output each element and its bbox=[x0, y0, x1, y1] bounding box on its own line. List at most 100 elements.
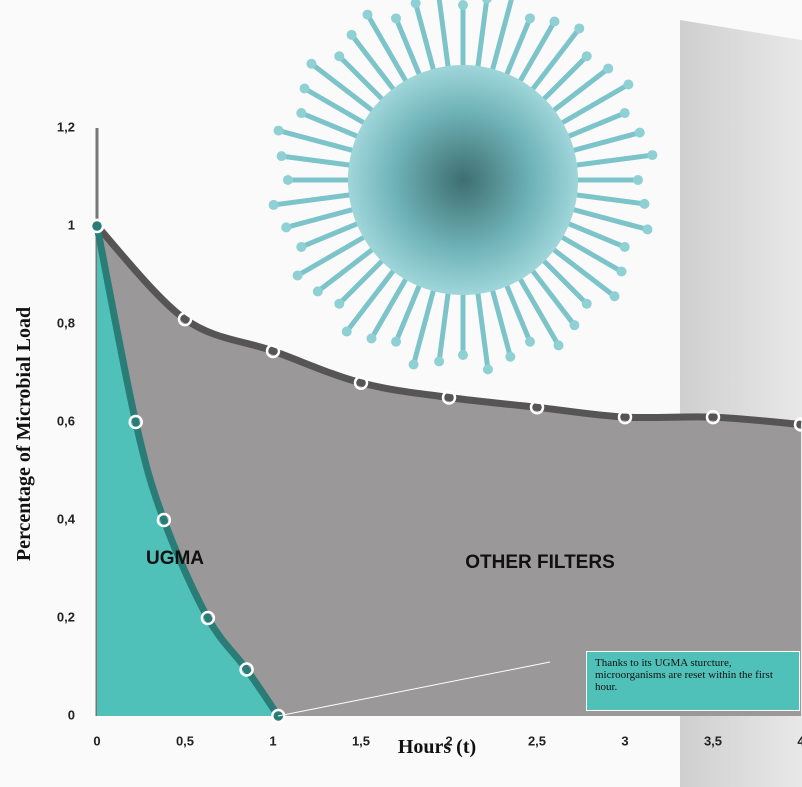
virus-spike bbox=[337, 251, 392, 306]
virus-spike bbox=[365, 13, 414, 92]
virus-spike bbox=[512, 20, 557, 92]
virus-spike-head bbox=[276, 151, 287, 162]
virus-spike bbox=[411, 279, 439, 366]
virus-spike-head bbox=[391, 336, 402, 347]
series-label: UGMA bbox=[146, 548, 204, 569]
point bbox=[156, 512, 172, 528]
virus-spike bbox=[337, 54, 392, 109]
virus-spike-head bbox=[458, 350, 468, 360]
virus-spike bbox=[487, 279, 513, 358]
virus-spike-head bbox=[634, 127, 645, 138]
y-tick-label: 0,6 bbox=[57, 413, 75, 428]
virus-spike-head bbox=[619, 108, 630, 119]
virus-spike-head bbox=[553, 340, 564, 351]
virus-spike bbox=[474, 282, 491, 370]
virus-spike bbox=[393, 17, 426, 86]
virus-spike bbox=[300, 110, 369, 143]
virus-spike-head bbox=[581, 298, 592, 309]
virus-spike bbox=[500, 17, 533, 86]
y-tick-label: 0,2 bbox=[57, 609, 75, 624]
virus-spike-head bbox=[366, 333, 377, 344]
virus-spike bbox=[413, 2, 439, 81]
virus-spike-head bbox=[334, 51, 345, 62]
virus-spike-head bbox=[581, 51, 592, 62]
x-tick-label: 3 bbox=[621, 733, 628, 748]
annotation: Thanks to its UGMA sturcture, microorgan… bbox=[586, 651, 800, 711]
virus-spike bbox=[512, 268, 561, 347]
virus-spike bbox=[534, 54, 589, 109]
x-tick-label: 1,5 bbox=[352, 733, 370, 748]
virus-spike bbox=[285, 204, 364, 230]
virus-spike-head bbox=[341, 326, 352, 337]
virus-spike bbox=[349, 33, 402, 100]
y-tick-label: 0,8 bbox=[57, 315, 75, 330]
virus-spike bbox=[524, 26, 582, 100]
virus-spike bbox=[543, 66, 610, 119]
virus-spike-head bbox=[306, 58, 317, 69]
y-tick-label: 1 bbox=[68, 217, 75, 232]
virus-spike bbox=[500, 274, 533, 343]
virus-spike-head bbox=[623, 79, 634, 90]
virus-spike bbox=[436, 282, 452, 362]
x-tick-label: 1 bbox=[269, 733, 276, 748]
y-axis-title: Percentage of Microbial Load bbox=[13, 307, 35, 561]
virus-spike bbox=[565, 191, 645, 207]
virus-spike bbox=[524, 260, 577, 327]
virus-spike-head bbox=[408, 359, 419, 370]
virus-spike-head bbox=[299, 83, 310, 94]
virus-spike-head bbox=[524, 336, 535, 347]
virus-spike-head bbox=[647, 150, 658, 161]
virus-spike-head bbox=[268, 199, 279, 210]
virus-spike bbox=[551, 82, 630, 131]
virus-illustration bbox=[268, 0, 658, 375]
virus-spike-head bbox=[510, 0, 515, 1]
virus-spike bbox=[300, 217, 369, 250]
virus-spike-head bbox=[296, 108, 307, 119]
virus-spike bbox=[557, 217, 626, 250]
x-tick-label: 4 bbox=[797, 733, 802, 748]
virus-spike-head bbox=[549, 16, 560, 27]
line bbox=[94, 223, 802, 428]
virus-spike-head bbox=[574, 23, 585, 34]
virus-spike-head bbox=[458, 0, 468, 10]
virus-spike bbox=[557, 110, 626, 143]
point bbox=[617, 409, 633, 425]
x-tick-label: 0,5 bbox=[176, 733, 194, 748]
virus-spike-head bbox=[642, 224, 653, 235]
virus-spike-head bbox=[292, 270, 303, 281]
virus-body bbox=[348, 65, 578, 295]
virus-spike-head bbox=[639, 198, 650, 209]
virus-spike bbox=[296, 229, 375, 278]
virus-spike-head bbox=[334, 298, 345, 309]
point bbox=[200, 610, 216, 626]
virus-spike-head bbox=[410, 0, 421, 9]
virus-spike-head bbox=[362, 9, 373, 20]
point bbox=[239, 662, 254, 677]
virus-spike-head bbox=[391, 13, 402, 24]
point bbox=[89, 218, 105, 234]
virus-spike bbox=[562, 130, 641, 156]
virus-spike bbox=[562, 204, 649, 232]
virus-spike bbox=[393, 274, 426, 343]
virus-spike-head bbox=[434, 356, 445, 367]
virus-spike bbox=[565, 152, 653, 169]
virus-spike-head bbox=[505, 351, 516, 362]
point bbox=[128, 414, 143, 430]
area bbox=[97, 226, 279, 716]
virus-spike-head bbox=[633, 175, 643, 185]
virus-spike-head bbox=[281, 222, 292, 233]
virus-spike bbox=[273, 191, 361, 208]
point bbox=[529, 400, 545, 415]
x-tick-label: 2,5 bbox=[528, 733, 546, 748]
y-tick-label: 0,4 bbox=[57, 511, 76, 526]
virus-spike bbox=[344, 260, 402, 334]
line bbox=[93, 225, 282, 718]
virus-spike-head bbox=[619, 241, 630, 252]
virus-spike-head bbox=[283, 175, 293, 185]
virus-spike-head bbox=[346, 29, 357, 40]
x-tick-label: 2 bbox=[445, 733, 452, 748]
virus-spike bbox=[281, 153, 361, 169]
x-tick-label: 0 bbox=[93, 733, 100, 748]
virus-spike bbox=[316, 241, 383, 294]
virus-spike bbox=[277, 128, 364, 156]
